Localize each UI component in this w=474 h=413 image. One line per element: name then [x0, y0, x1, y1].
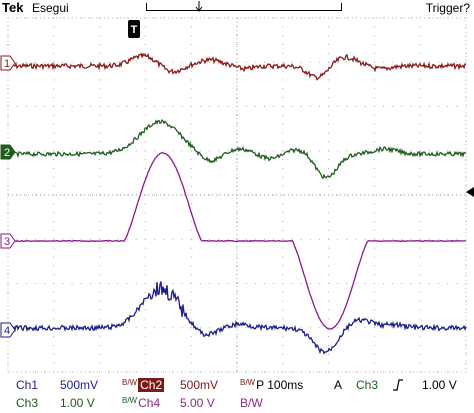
waveform-display[interactable]: T 1 2 3 4: [0, 16, 474, 374]
ch1-trace: [9, 52, 467, 81]
ch3-marker-label: 3: [4, 236, 10, 248]
ch3-trace: [9, 152, 467, 330]
rising-edge-icon: [393, 379, 403, 391]
trigger-level-arrow-icon[interactable]: [466, 187, 474, 197]
bandwidth-limit-icon: B/W: [122, 396, 138, 405]
trigger-status: Trigger?: [425, 1, 470, 15]
record-position-marker-icon[interactable]: [195, 1, 203, 13]
ch4-readout[interactable]: B/WCh4: [122, 396, 160, 410]
svg-text:T: T: [131, 24, 138, 36]
ch1-readout-label[interactable]: Ch1: [16, 378, 39, 392]
ch3-scale: 1.00 V: [60, 396, 95, 410]
ch3-ground-marker[interactable]: 3: [0, 233, 16, 249]
trigger-position-marker[interactable]: T: [128, 20, 140, 38]
bandwidth-limit-icon: B/W: [240, 378, 256, 387]
ch2-readout[interactable]: B/W Ch2: [122, 378, 165, 392]
channel-markers[interactable]: 1 2 3 4: [0, 55, 16, 338]
trigger-level: 1.00 V: [422, 378, 457, 392]
ch1-marker-label: 1: [4, 58, 10, 70]
record-position-bar[interactable]: [146, 3, 342, 11]
ch2-trace: [9, 119, 467, 180]
status-bar: Tek Esegui Trigger?: [0, 0, 474, 16]
graticule: [7, 17, 467, 373]
ch4-ground-marker[interactable]: 4: [0, 322, 16, 338]
ch1-ground-marker[interactable]: 1: [0, 55, 16, 71]
ch1-scale: 500mV: [60, 378, 99, 392]
run-mode-label: Esegui: [32, 1, 69, 15]
bandwidth-limit-icon: B/W: [122, 378, 138, 387]
trigger-source[interactable]: Ch3: [356, 378, 379, 392]
brand-label: Tek: [2, 0, 24, 15]
bandwidth-limit-icon: B/W: [240, 396, 263, 410]
ch4-scale: 5.00 V: [180, 396, 215, 410]
timebase-value: P 100ms: [256, 378, 304, 392]
timebase-readout[interactable]: B/WP 100ms: [240, 378, 303, 392]
ch3-readout-label[interactable]: Ch3: [16, 396, 39, 410]
settings-readout: Ch1 500mV B/W Ch2 500mV B/WP 100ms A Ch3 …: [0, 374, 474, 413]
ch4-trace: [9, 281, 467, 355]
ch2-marker-label: 2: [4, 147, 10, 159]
ch2-scale: 500mV: [180, 378, 219, 392]
ch4-readout-label: Ch4: [138, 396, 161, 410]
traces: [9, 52, 467, 355]
ch2-ground-marker[interactable]: 2: [0, 144, 16, 160]
trigger-mode: A: [334, 378, 343, 392]
ch4-marker-label: 4: [4, 325, 10, 337]
ch2-readout-label: Ch2: [138, 378, 165, 392]
